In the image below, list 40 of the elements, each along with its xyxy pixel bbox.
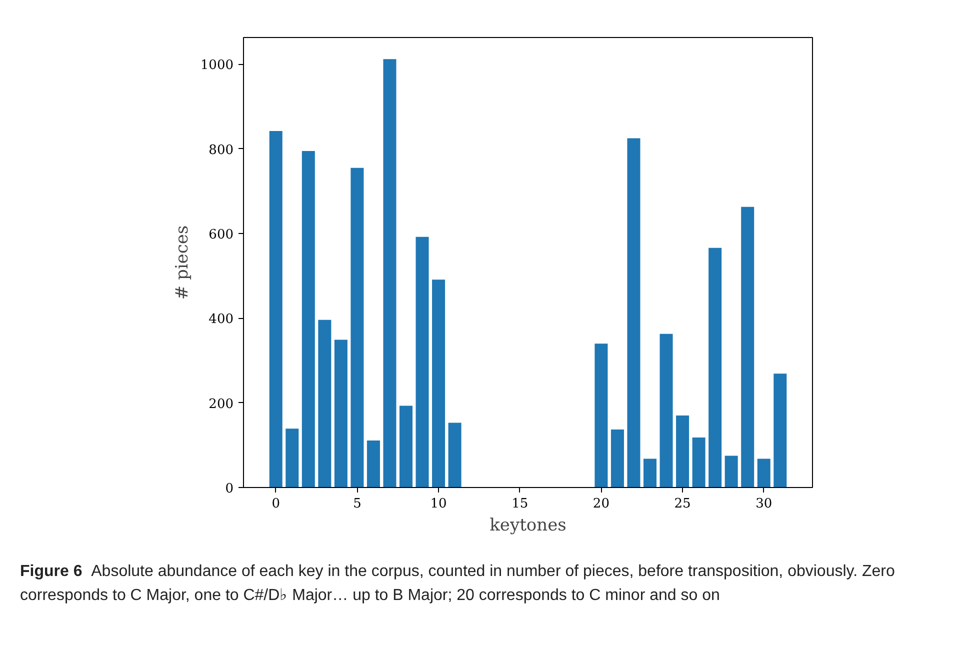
bar <box>660 334 673 488</box>
x-tick-label: 30 <box>756 496 772 512</box>
bar <box>366 440 380 488</box>
bar <box>432 280 446 488</box>
y-tick-label: 600 <box>208 228 234 242</box>
bar <box>399 406 413 488</box>
y-tick-label: 800 <box>208 142 234 158</box>
bar <box>692 438 706 488</box>
bar <box>334 340 348 488</box>
bar <box>318 320 332 488</box>
bar <box>302 150 315 488</box>
bar <box>757 458 770 488</box>
x-axis-title: keytones <box>490 516 566 536</box>
x-tick-label: 10 <box>430 496 447 512</box>
x-tick-label: 20 <box>592 496 610 512</box>
x-tick-label: 25 <box>674 496 691 512</box>
x-tick-label: 0 <box>272 496 280 512</box>
y-tick-label: 200 <box>208 396 234 412</box>
bar <box>627 138 640 488</box>
y-axis-title: # pieces <box>172 225 192 300</box>
x-tick-label: 5 <box>353 496 362 512</box>
bar <box>643 458 657 488</box>
bar <box>708 248 722 488</box>
bar <box>610 430 624 488</box>
y-tick-label: 400 <box>208 312 234 328</box>
bar <box>383 59 396 488</box>
bar <box>448 422 462 488</box>
bar <box>724 456 738 488</box>
bar <box>594 344 608 488</box>
x-tick-label: 15 <box>512 496 528 512</box>
bar <box>741 206 754 488</box>
bar <box>416 236 429 488</box>
bar <box>676 416 690 488</box>
bar <box>774 374 787 488</box>
bar <box>350 168 364 488</box>
caption: Figure 6 Absolute abundance of each key in the corpus, counted in number of pieces, before transposition, obviously. Zero corresponds to C Major, one to C#/D♭ Major… up to B Major; 20 corresponds to C minor and so on <box>20 562 896 606</box>
bar <box>269 131 282 488</box>
y-tick-label: 1000 <box>200 58 234 74</box>
bar <box>286 428 299 488</box>
y-tick-label: 0 <box>225 482 234 496</box>
